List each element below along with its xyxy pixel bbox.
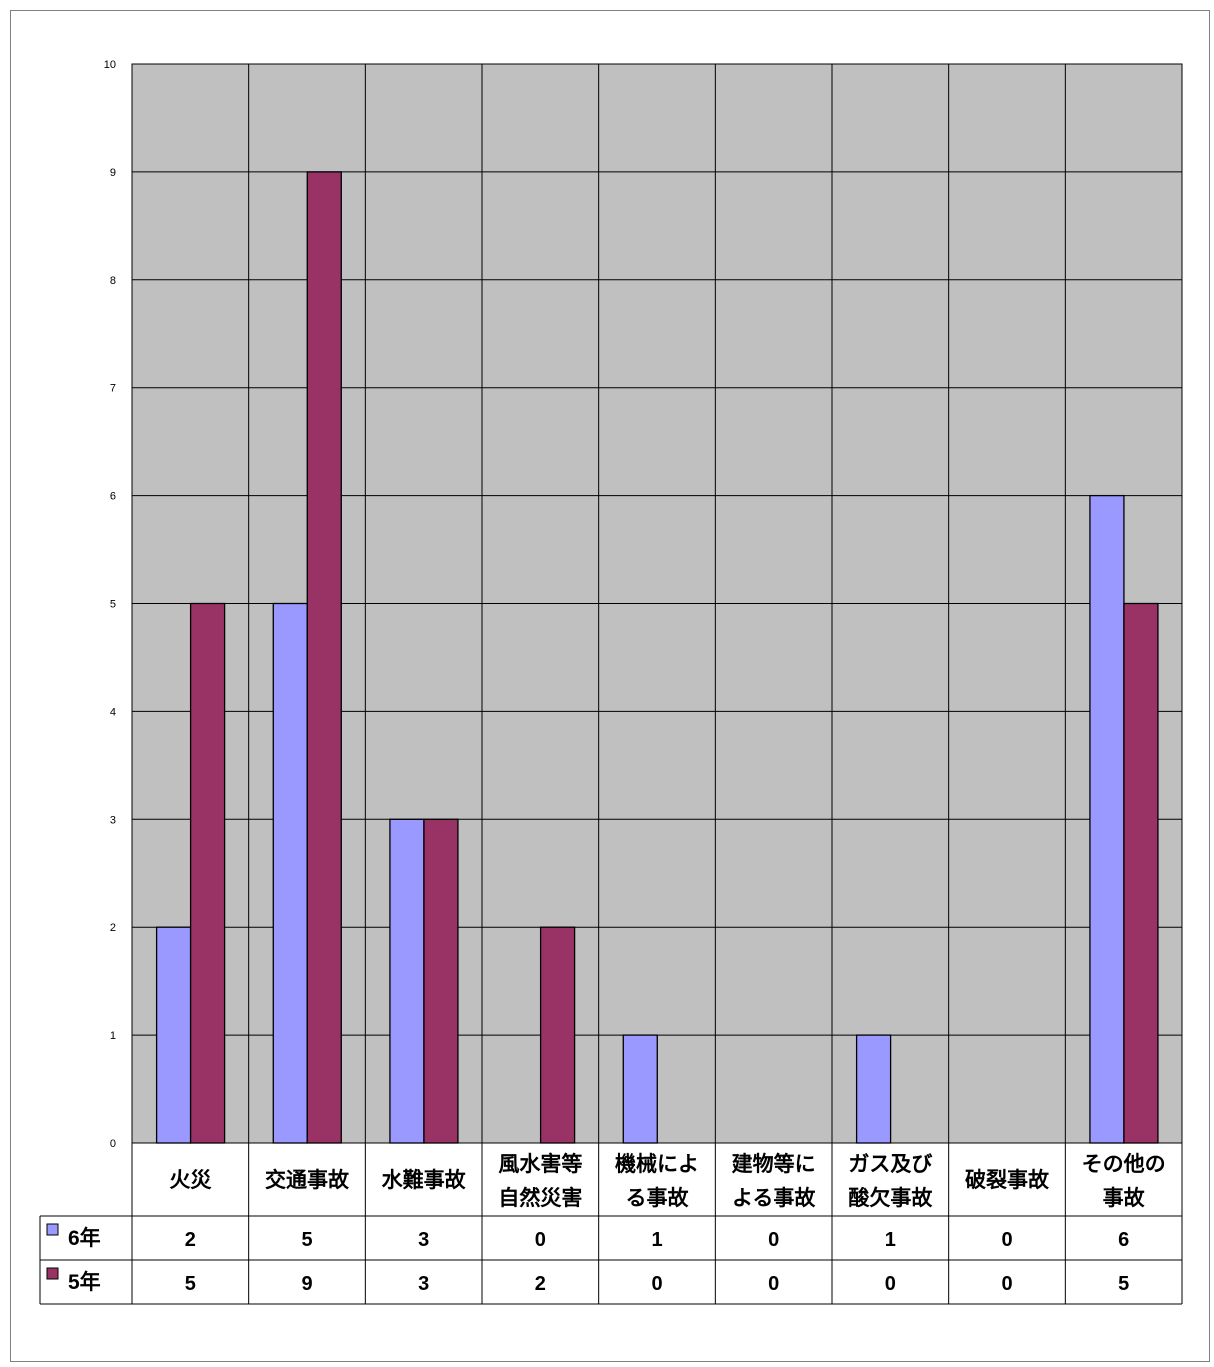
x-category-label: その他の bbox=[1082, 1153, 1166, 1176]
data-table-value: 6 bbox=[1118, 1229, 1129, 1251]
y-tick-label: 10 bbox=[104, 59, 116, 71]
y-tick-label: 0 bbox=[110, 1138, 116, 1150]
y-tick-label: 6 bbox=[110, 491, 116, 503]
data-table-value: 2 bbox=[535, 1273, 546, 1295]
bar-series-b bbox=[1123, 602, 1159, 1144]
y-tick-label: 8 bbox=[110, 275, 116, 287]
x-category-label: 事故 bbox=[1103, 1186, 1146, 1210]
bar-series-b bbox=[306, 171, 342, 1144]
data-table-value: 1 bbox=[651, 1229, 662, 1251]
x-category-label: 水難事故 bbox=[382, 1168, 467, 1192]
data-table-value: 0 bbox=[1001, 1273, 1012, 1295]
data-table-value: 0 bbox=[1001, 1229, 1012, 1251]
legend-label: 5年 bbox=[68, 1270, 101, 1294]
x-category-label: 火災 bbox=[169, 1169, 212, 1192]
bar-series-b bbox=[539, 926, 576, 1144]
data-table-value: 0 bbox=[535, 1229, 546, 1251]
y-tick-label: 9 bbox=[110, 167, 116, 179]
y-tick-label: 3 bbox=[110, 814, 116, 826]
data-table-value: 5 bbox=[185, 1273, 196, 1295]
x-category-label: 自然災害 bbox=[498, 1186, 582, 1210]
data-table-value: 0 bbox=[651, 1273, 662, 1295]
y-tick-label: 4 bbox=[110, 706, 116, 718]
bar-series-a bbox=[389, 818, 425, 1144]
bar-series-a bbox=[155, 926, 192, 1144]
x-category-label: 破裂事故 bbox=[965, 1168, 1050, 1192]
x-category-label: 交通事故 bbox=[265, 1168, 350, 1192]
data-table-value: 2 bbox=[185, 1229, 196, 1251]
data-table-value: 3 bbox=[418, 1273, 429, 1295]
data-table-value: 0 bbox=[885, 1273, 896, 1295]
data-table-value: 0 bbox=[768, 1273, 779, 1295]
bar-series-a bbox=[622, 1034, 658, 1144]
y-tick-label: 1 bbox=[110, 1030, 116, 1042]
x-category-label: よる事故 bbox=[732, 1186, 816, 1210]
data-table-value: 5 bbox=[1118, 1273, 1129, 1295]
bar-series-b bbox=[189, 602, 226, 1144]
data-table-value: 3 bbox=[418, 1229, 429, 1251]
legend-label: 6年 bbox=[68, 1226, 101, 1250]
data-table-value: 5 bbox=[301, 1229, 312, 1251]
legend-key bbox=[46, 1267, 59, 1280]
y-tick-label: 5 bbox=[110, 599, 116, 611]
y-tick-label: 2 bbox=[110, 922, 116, 934]
data-table-value: 1 bbox=[885, 1229, 896, 1251]
bar-series-a bbox=[1089, 494, 1125, 1144]
x-category-label: る事故 bbox=[626, 1186, 690, 1210]
x-category-label: 風水害等 bbox=[498, 1152, 582, 1176]
x-category-label: 酸欠事故 bbox=[848, 1186, 933, 1210]
data-table-value: 0 bbox=[768, 1229, 779, 1251]
bar-series-a bbox=[855, 1034, 892, 1144]
y-tick-label: 7 bbox=[110, 383, 116, 395]
x-category-label: ガス及び bbox=[848, 1153, 932, 1176]
bar-series-a bbox=[272, 602, 308, 1144]
x-category-label: 機械によ bbox=[615, 1152, 699, 1176]
x-category-label: 建物等に bbox=[732, 1152, 816, 1176]
data-table-value: 9 bbox=[301, 1273, 312, 1295]
legend-key bbox=[46, 1223, 59, 1236]
bar-series-b bbox=[423, 818, 459, 1144]
